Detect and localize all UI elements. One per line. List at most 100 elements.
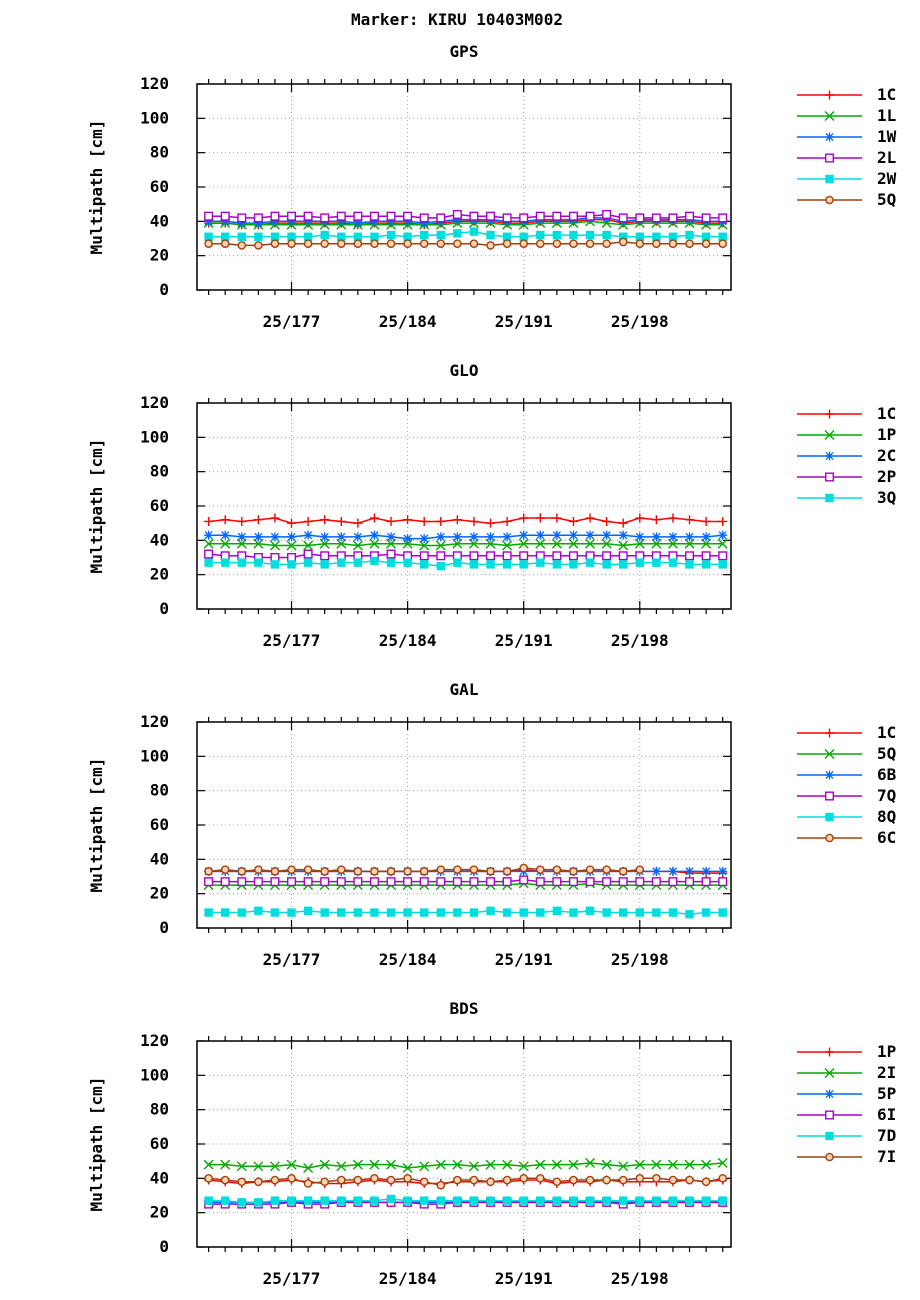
data-point [701,1159,712,1170]
data-point [453,239,462,248]
data-point [469,551,479,561]
data-point [569,1196,578,1205]
data-point [634,1159,645,1170]
data-point [320,532,330,542]
data-point [419,230,429,240]
data-point [336,551,346,561]
data-point [303,1179,313,1188]
legend-entry: 1W [797,127,897,146]
data-point [718,551,728,561]
legend-marker [825,472,835,482]
legend-label: 5Q [877,744,896,763]
legend-label: 1P [877,1042,896,1061]
data-point [303,540,314,551]
data-point [204,232,213,241]
x-tick-label: 25/184 [379,631,437,650]
data-point [287,877,297,887]
data-point [320,551,330,561]
data-point [535,551,545,561]
data-point [286,1159,297,1170]
data-point [336,1175,346,1185]
data-point [287,518,297,528]
data-point [717,538,728,549]
data-point [236,1161,247,1172]
data-point [403,239,412,248]
series-7q [204,875,728,887]
data-point [270,560,280,569]
data-point [419,551,429,561]
legend-entry: 5Q [797,744,896,763]
data-point [668,239,678,248]
data-point [518,1161,529,1172]
data-point [569,908,578,917]
panel-gal: GAL 0 20 40 60 80 100 120 25/177 25/184 25/191 25/1… [87,680,897,969]
x-tick-label: 25/177 [263,950,321,969]
data-point [701,532,711,542]
data-point [436,561,445,571]
data-point [502,560,512,569]
data-point [519,551,529,561]
data-point [602,551,612,561]
y-tick-label: 20 [150,1203,169,1222]
data-point [618,551,628,561]
data-point [568,1159,579,1170]
data-point [602,530,612,540]
data-point [287,560,296,569]
data-point [452,215,462,225]
series-line [208,230,723,238]
data-point [618,1175,628,1185]
data-point [486,560,495,569]
data-point [419,1196,429,1205]
legend-marker [824,749,835,759]
data-point [353,239,363,248]
legend-label: 2I [877,1063,896,1082]
data-point [270,216,280,226]
data-point [336,239,346,248]
y-tick-label: 0 [159,280,169,299]
data-point [386,216,396,226]
data-point [254,1177,263,1187]
data-point [303,216,313,226]
series-line [208,241,723,247]
data-point [652,558,661,567]
data-point [502,532,512,542]
data-point [303,530,313,540]
data-point [718,239,728,248]
data-point [685,866,695,876]
data-point [303,558,313,567]
y-axis-label: Multipath [cm] [87,439,106,574]
data-point [568,530,578,540]
data-point [502,1159,513,1170]
legend-marker [825,174,834,184]
data-point [585,865,595,874]
data-point [320,867,329,876]
data-point [552,530,562,540]
data-point [502,867,512,876]
data-point [717,1157,728,1168]
data-point [237,558,246,567]
data-point [502,1196,512,1205]
data-point [502,551,512,561]
data-point [436,213,446,223]
series-line [208,879,723,883]
legend-entry: 1P [797,425,896,444]
data-point [569,1175,578,1185]
data-point [502,877,512,887]
legend-label: 7I [877,1147,896,1166]
data-point [303,232,313,241]
data-point [569,230,578,240]
data-point [635,1174,645,1183]
data-point [668,213,678,223]
legend-label: 1P [877,425,896,444]
data-point [386,239,396,248]
legend-entry: 5Q [797,190,896,209]
data-point [287,232,296,241]
figure-title: Marker: KIRU 10403M002 [351,10,563,29]
data-point [419,1161,430,1172]
data-point [535,530,545,540]
data-point [701,1196,711,1205]
data-point [237,551,247,561]
data-point [303,877,313,887]
panel-title: GPS [450,42,479,61]
data-point [701,877,711,887]
